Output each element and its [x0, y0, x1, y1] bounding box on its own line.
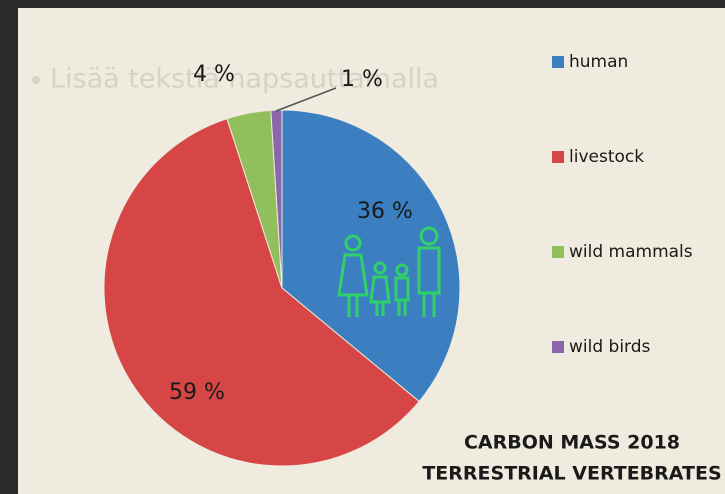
legend-swatch	[552, 56, 564, 68]
data-label: 1 %	[341, 67, 383, 92]
legend-label: wild mammals	[569, 242, 693, 262]
data-label: 4 %	[193, 62, 235, 87]
legend-swatch	[552, 341, 564, 353]
chart-subtitle: TERRESTRIAL VERTEBRATES	[422, 463, 721, 485]
data-label: 59 %	[169, 380, 225, 405]
pie-slice	[103, 118, 420, 467]
legend-label: livestock	[569, 147, 644, 167]
chart-title: CARBON MASS 2018	[464, 432, 680, 454]
pie-slice	[281, 109, 461, 403]
leader-line	[275, 87, 337, 112]
people-icon	[337, 226, 441, 317]
legend-swatch	[552, 246, 564, 258]
legend-swatch	[552, 151, 564, 163]
data-label: 36 %	[357, 199, 413, 224]
placeholder-text: Lisää tekstiä napsauttamalla	[50, 64, 439, 95]
legend-label: wild birds	[569, 337, 651, 357]
bullet	[32, 76, 40, 84]
legend-label: human	[569, 52, 628, 72]
